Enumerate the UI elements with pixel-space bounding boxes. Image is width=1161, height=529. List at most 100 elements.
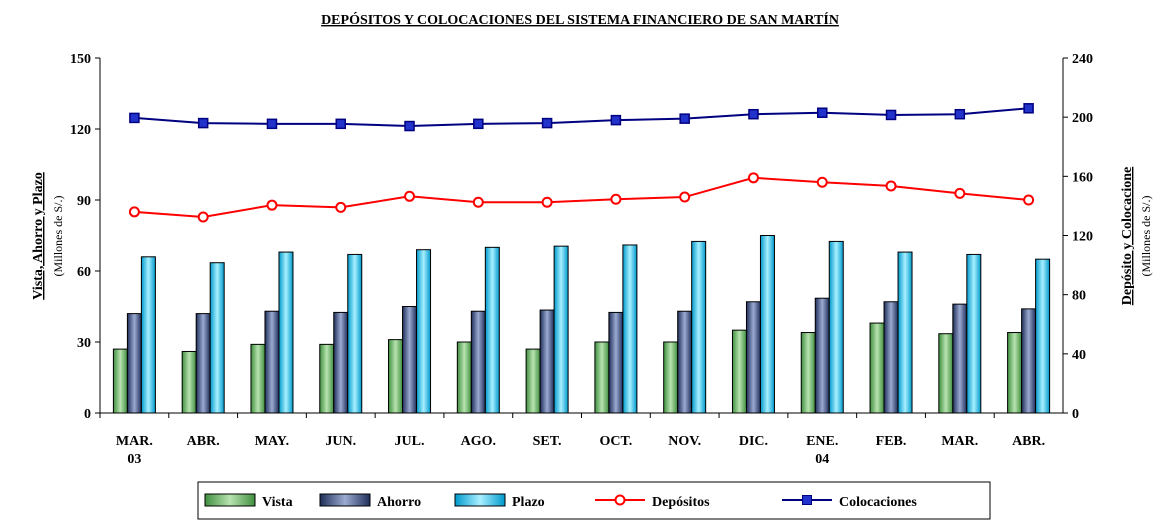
bar [250, 343, 266, 414]
y-axis-title: Vista, Ahorro y Plazo [31, 172, 46, 300]
point [679, 113, 690, 124]
bar [388, 339, 404, 414]
bar [663, 341, 679, 414]
chart-title: DEPÓSITOS Y COLOCACIONES DEL SISTEMA FIN… [321, 11, 839, 28]
bar [525, 348, 541, 414]
bar [416, 249, 432, 414]
y-tick-label: 60 [77, 265, 91, 280]
legend-label: Depósitos [652, 495, 710, 510]
point [885, 180, 897, 192]
x-tick-label: MAR. [941, 434, 978, 449]
bar [1021, 308, 1037, 414]
x-tick-line: AGO. [461, 434, 496, 449]
point [1023, 103, 1034, 114]
legend-swatch [319, 493, 371, 507]
point [473, 118, 484, 130]
point [747, 172, 759, 184]
y-tick-label: 150 [70, 52, 91, 67]
bar [181, 350, 197, 414]
legend-label: Vista [262, 495, 293, 510]
x-tick-line: ABR. [1012, 434, 1045, 449]
x-tick-label: ENE. 04 [806, 434, 838, 467]
point [679, 191, 691, 203]
x-tick-label: AGO. [461, 434, 496, 449]
bar [814, 297, 830, 414]
y2-tick-label: 200 [1072, 111, 1093, 126]
bar [622, 244, 638, 414]
point [128, 206, 140, 218]
point [266, 118, 278, 130]
point [748, 108, 759, 120]
point [541, 196, 553, 208]
y2-tick-label: 40 [1072, 348, 1086, 363]
y2-tick-label: 240 [1072, 52, 1093, 67]
x-tick-line: JUL. [395, 434, 425, 449]
bar [759, 235, 775, 414]
point [266, 199, 278, 211]
y2-tick-label: 120 [1072, 230, 1093, 245]
bar [731, 329, 747, 414]
point [335, 118, 346, 130]
y-tick-label: 120 [70, 123, 91, 138]
bar [140, 256, 156, 414]
bar [264, 310, 280, 414]
x-tick-line: 03 [127, 452, 141, 467]
x-tick-line: MAR. [116, 434, 153, 449]
bar [897, 251, 913, 414]
x-tick-line: ABR. [187, 434, 220, 449]
bar [800, 332, 816, 414]
y2-tick-label: 160 [1072, 170, 1093, 185]
bar [195, 313, 211, 414]
x-tick-line: OCT. [599, 434, 632, 449]
x-tick-line: NOV. [668, 434, 701, 449]
point [954, 108, 966, 120]
point [885, 109, 897, 121]
bar [745, 301, 761, 414]
y-tick-label: 30 [77, 336, 91, 351]
point [335, 201, 347, 213]
line [134, 107, 1029, 128]
x-tick-label: ABR. [187, 434, 220, 449]
bar [691, 240, 707, 414]
bar [112, 348, 128, 414]
x-tick-label: DIC. [739, 434, 768, 449]
legend-label: Colocaciones [839, 495, 917, 510]
bar [594, 341, 610, 414]
bar [484, 246, 500, 414]
x-tick-label: MAY. [255, 434, 289, 449]
y2-axis-title: Depósito y Colocacione [1120, 167, 1135, 305]
bar [553, 245, 569, 414]
bar [1007, 332, 1023, 414]
x-tick-line: JUN. [325, 434, 356, 449]
point [610, 114, 622, 126]
legend-swatch [454, 493, 506, 507]
x-tick-line: 04 [815, 452, 829, 467]
x-tick-label: MAR. 03 [116, 434, 153, 467]
legend-label: Plazo [512, 495, 545, 510]
bar [608, 311, 624, 414]
legend-label: Ahorro [377, 495, 421, 510]
line [134, 176, 1029, 219]
bar [1035, 258, 1051, 414]
bar [126, 313, 142, 414]
x-tick-label: JUL. [395, 434, 425, 449]
bar [319, 343, 335, 414]
y2-axis-unit: (Millones de S/.) [1139, 196, 1153, 277]
legend-marker [802, 495, 812, 505]
y-axis-unit: (Millones de S/.) [51, 196, 65, 277]
point [197, 117, 209, 129]
y-tick-label: 0 [84, 407, 91, 422]
point [816, 176, 828, 188]
point [541, 117, 553, 129]
bar [347, 253, 363, 414]
bar [966, 253, 982, 414]
point [129, 112, 140, 124]
bar [883, 301, 899, 414]
y2-tick-label: 0 [1072, 407, 1079, 422]
point [1023, 194, 1035, 206]
x-tick-line: FEB. [876, 434, 907, 449]
bar [402, 306, 418, 414]
legend-marker [614, 494, 626, 506]
x-tick-label: OCT. [599, 434, 632, 449]
x-tick-label: ABR. [1012, 434, 1045, 449]
